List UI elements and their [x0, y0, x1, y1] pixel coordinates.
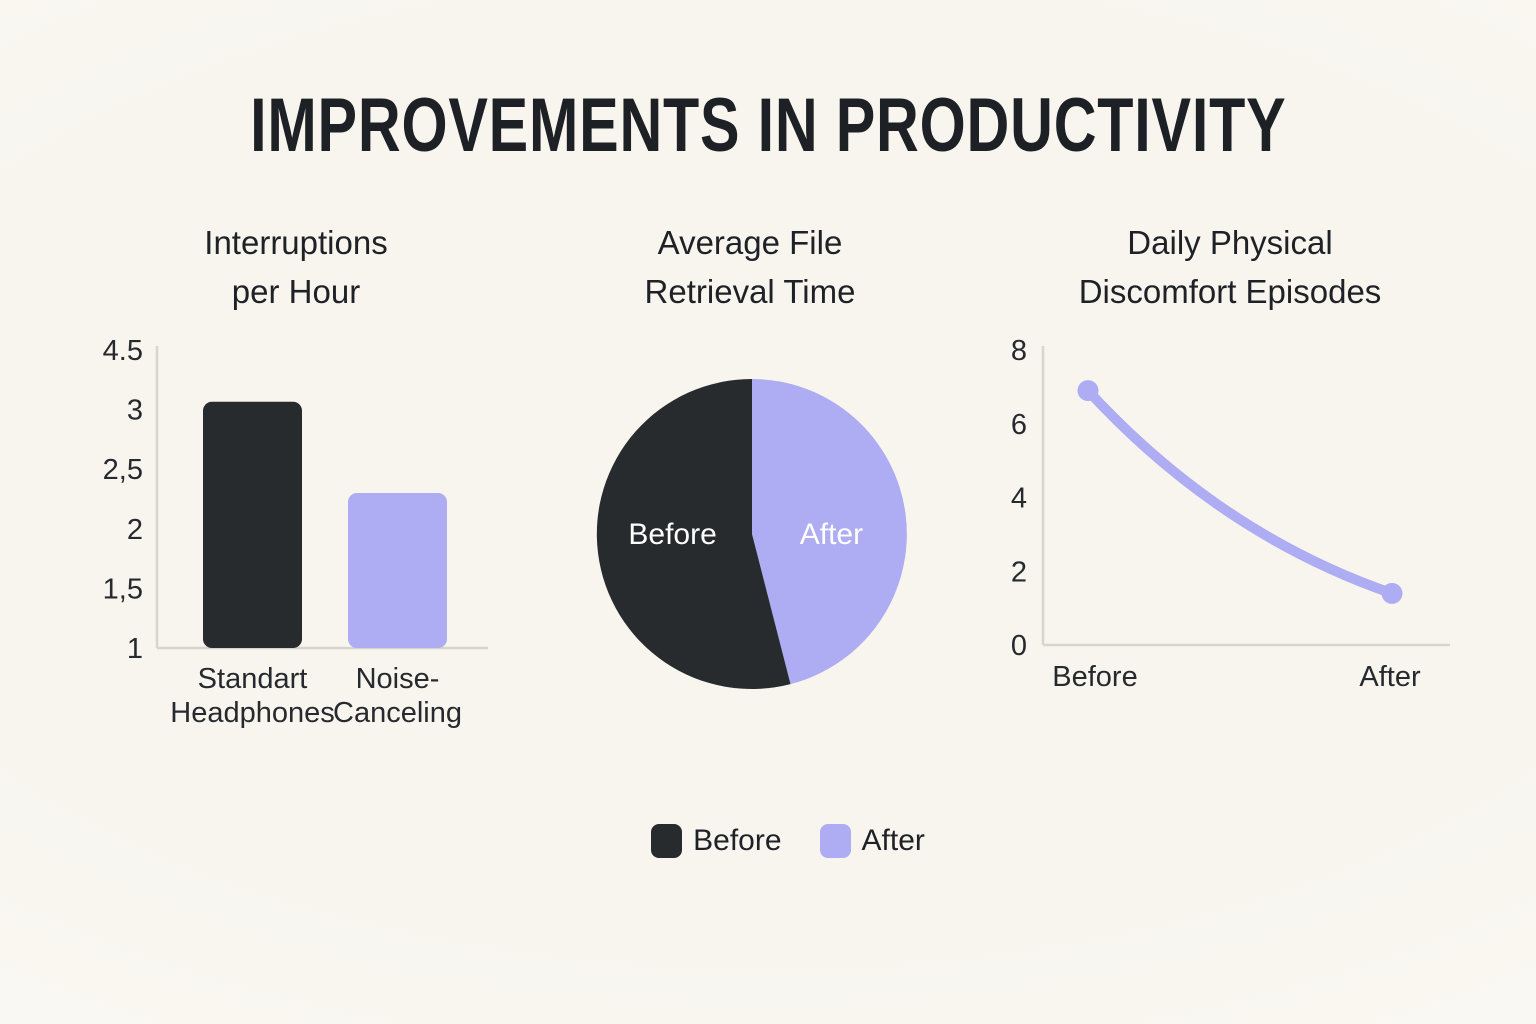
- legend-label-before: Before: [693, 824, 782, 857]
- line-chart: 8 6 4 2 0 Before After: [1011, 335, 1450, 693]
- line-x-label-after: After: [1359, 661, 1421, 693]
- bar-after: [348, 493, 447, 648]
- bar-category-label: Noise-: [356, 663, 440, 695]
- bar-y-tick-label: 1: [127, 633, 143, 665]
- page-title: IMPROVEMENTS IN PRODUCTIVITY: [0, 82, 1536, 169]
- pie-chart-title-line-1: Average File: [657, 224, 843, 261]
- bar-y-tick-label: 4.5: [103, 335, 143, 367]
- bar-y-tick-label: 1,5: [103, 573, 143, 605]
- page-title-text: IMPROVEMENTS IN PRODUCTIVITY: [249, 83, 1287, 168]
- data-point-before: [1077, 380, 1099, 402]
- legend-swatch-after: [819, 824, 851, 858]
- line-y-tick-label: 2: [1011, 556, 1027, 588]
- pie-chart-title-line-2: Retrieval Time: [644, 273, 856, 310]
- line-chart-title: Daily Physical Discomfort Episodes: [1020, 218, 1440, 316]
- legend-swatch-before: [651, 824, 683, 858]
- bar-category-label: Standart: [198, 663, 308, 695]
- bar-chart-title: Interruptions per Hour: [86, 218, 506, 316]
- bar-chart-title-line-2: per Hour: [231, 273, 361, 310]
- pie-slice-after: [752, 379, 907, 685]
- bar-category-label: Headphones: [170, 697, 334, 729]
- line-y-tick-label: 4: [1011, 483, 1027, 515]
- legend-label-after: After: [861, 824, 925, 857]
- line-y-tick-label: 6: [1011, 409, 1027, 441]
- bar-y-tick-label: 2,5: [103, 454, 143, 486]
- line-y-tick-label: 0: [1011, 630, 1027, 662]
- line-x-label-before: Before: [1052, 661, 1137, 693]
- bar-y-tick-label: 3: [127, 395, 143, 427]
- data-point-after: [1381, 582, 1403, 604]
- bar-before: [203, 401, 302, 648]
- line-chart-title-line-1: Daily Physical: [1127, 224, 1333, 261]
- trend-line: [1083, 385, 1397, 599]
- legend-item-after: After: [819, 824, 925, 858]
- bar-y-tick-label: 2: [127, 514, 143, 546]
- line-chart-title-line-2: Discomfort Episodes: [1078, 273, 1382, 310]
- pie-chart: After Before: [596, 378, 907, 689]
- legend-item-before: Before: [651, 824, 782, 858]
- line-y-tick-label: 8: [1011, 335, 1027, 367]
- bar-category-label: Canceling: [333, 697, 462, 729]
- pie-label-after: After: [800, 518, 863, 551]
- pie-chart-title: Average File Retrieval Time: [540, 218, 960, 316]
- legend: Before After: [20, 824, 1536, 858]
- pie-slice-before: [596, 378, 791, 689]
- bar-chart-title-line-1: Interruptions: [204, 224, 388, 261]
- pie-label-before: Before: [628, 518, 716, 551]
